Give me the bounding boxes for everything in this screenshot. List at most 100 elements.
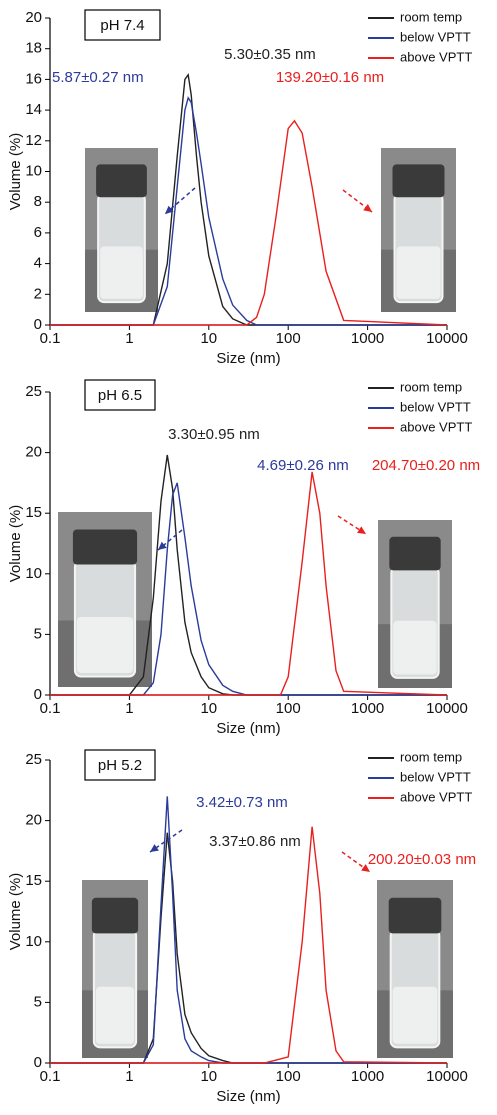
panel-label-box: [84, 749, 156, 781]
y-tick-label: 5: [34, 993, 42, 1010]
x-tick-label: 0.1: [40, 330, 61, 347]
legend-label: room temp: [400, 9, 462, 24]
legend-label: below VPTT: [400, 769, 471, 784]
arrow-head: [357, 526, 366, 534]
y-tick-label: 12: [25, 132, 42, 149]
arrow-head: [361, 864, 370, 872]
y-tick-label: 14: [25, 101, 42, 118]
x-axis-label: Size (nm): [216, 720, 280, 737]
series-line: [50, 796, 447, 1064]
arrow-head: [150, 844, 159, 852]
vial-cap: [392, 164, 445, 198]
vial-cap: [72, 529, 138, 565]
legend-label: above VPTT: [400, 789, 472, 804]
arrow-head: [158, 541, 167, 550]
y-tick-label: 10: [25, 933, 42, 950]
vial-liquid: [95, 986, 135, 1044]
y-tick-label: 15: [25, 504, 42, 521]
x-tick-label: 10: [200, 330, 217, 347]
y-tick-label: 0: [34, 1054, 42, 1071]
vial-photo: [381, 148, 456, 312]
peak-annotation: 3.30±0.95 nm: [168, 426, 260, 443]
x-tick-label: 1000: [351, 1068, 384, 1085]
x-tick-label: 100: [276, 1068, 301, 1085]
vial-cap: [91, 897, 139, 934]
peak-annotation: 204.70±0.20 nm: [372, 457, 480, 474]
vial-photo: [58, 512, 152, 687]
y-axis-label: Volume (%): [7, 133, 24, 211]
y-tick-label: 25: [25, 751, 42, 768]
x-tick-label: 1: [125, 700, 133, 717]
y-axis-label: Volume (%): [7, 873, 24, 951]
vial-cap: [388, 897, 442, 934]
series-line: [50, 471, 448, 696]
vial-photo: [85, 148, 158, 312]
x-tick-label: 10: [200, 700, 217, 717]
arrow-head: [363, 203, 372, 212]
vial-liquid: [396, 246, 441, 299]
vial-liquid: [393, 620, 437, 675]
y-tick-label: 4: [34, 255, 42, 272]
y-axis-label: Volume (%): [7, 505, 24, 583]
panel-label: pH 7.4: [100, 17, 144, 34]
legend-label: below VPTT: [400, 29, 471, 44]
panel-label: pH 5.2: [98, 757, 142, 774]
x-tick-label: 10000: [426, 1068, 468, 1085]
vial-photo: [82, 880, 148, 1058]
vial-liquid: [100, 246, 143, 299]
series-line: [50, 826, 448, 1064]
arrow-head: [165, 205, 174, 214]
panel: 0 2 4 6 8 10 12 14 16 18 20 0.1 1 10 100 1000 10000 Size …: [7, 9, 472, 367]
peak-annotation: 5.30±0.35 nm: [224, 46, 316, 63]
y-tick-label: 5: [34, 625, 42, 642]
x-tick-label: 10000: [426, 700, 468, 717]
x-tick-label: 1000: [351, 330, 384, 347]
vial-liquid: [76, 617, 134, 673]
arrow-shaft: [337, 515, 367, 535]
peak-annotation: 4.69±0.26 nm: [257, 457, 349, 474]
y-tick-label: 25: [25, 383, 42, 400]
panel-label-box: [84, 9, 161, 41]
x-tick-label: 10: [200, 1068, 217, 1085]
legend-label: above VPTT: [400, 419, 472, 434]
vial-photo: [377, 880, 453, 1058]
legend-label: room temp: [400, 379, 462, 394]
x-axis-label: Size (nm): [216, 350, 280, 367]
y-tick-label: 16: [25, 70, 42, 87]
x-tick-label: 10000: [426, 330, 468, 347]
vial-photo: [378, 520, 452, 688]
arrow-shaft: [157, 529, 183, 551]
x-tick-label: 100: [276, 330, 301, 347]
vial-liquid: [392, 986, 438, 1044]
peak-annotation: 3.42±0.73 nm: [196, 794, 288, 811]
x-tick-label: 1: [125, 330, 133, 347]
vial-cap: [389, 536, 441, 571]
peak-annotation: 139.20±0.16 nm: [276, 69, 384, 86]
panel: 0 5 10 15 20 25 0.1 1 10 100 1000 10000 Size (nm) Vol…: [7, 379, 480, 737]
y-tick-label: 8: [34, 193, 42, 210]
x-tick-label: 0.1: [40, 1068, 61, 1085]
peak-annotation: 3.37±0.86 nm: [209, 833, 301, 850]
legend-label: above VPTT: [400, 49, 472, 64]
x-tick-label: 1: [125, 1068, 133, 1085]
peak-annotation: 5.87±0.27 nm: [52, 69, 144, 86]
legend-label: below VPTT: [400, 399, 471, 414]
series-line: [50, 482, 447, 696]
y-tick-label: 0: [34, 316, 42, 333]
y-tick-label: 20: [25, 444, 42, 461]
y-tick-label: 10: [25, 162, 42, 179]
y-tick-label: 15: [25, 872, 42, 889]
x-tick-label: 1000: [351, 700, 384, 717]
y-tick-label: 20: [25, 812, 42, 829]
y-tick-label: 10: [25, 565, 42, 582]
y-tick-label: 2: [34, 285, 42, 302]
y-tick-label: 20: [25, 9, 42, 26]
x-tick-label: 0.1: [40, 700, 61, 717]
series-line: [50, 119, 448, 326]
panel-label: pH 6.5: [98, 387, 142, 404]
y-tick-label: 0: [34, 686, 42, 703]
x-tick-label: 100: [276, 700, 301, 717]
peak-annotation: 200.20±0.03 nm: [368, 851, 476, 868]
